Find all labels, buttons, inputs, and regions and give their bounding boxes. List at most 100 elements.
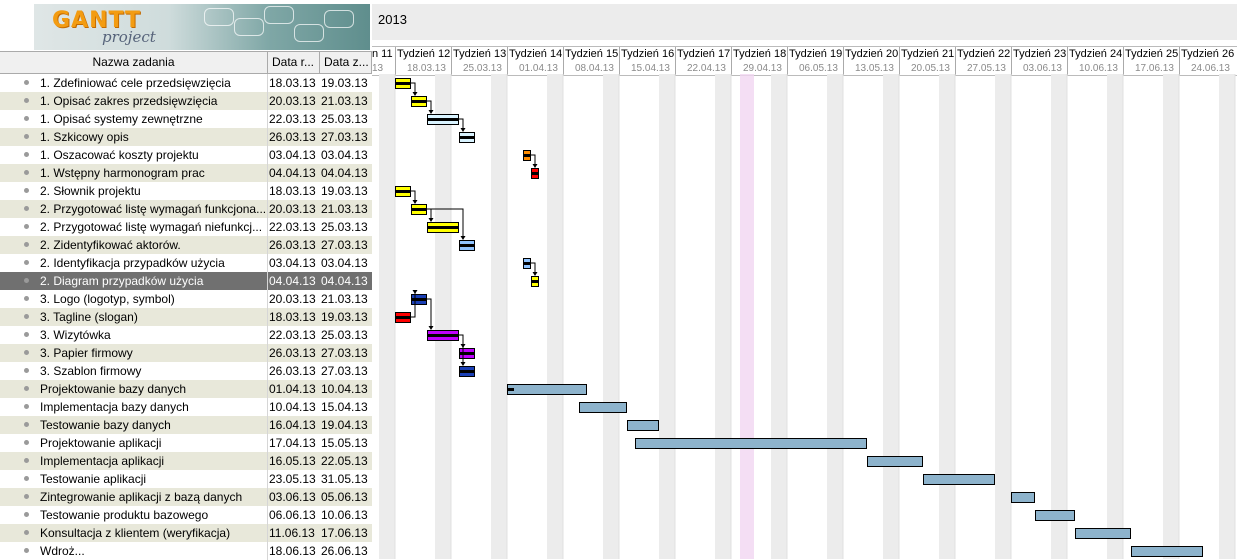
logo-hex-decoration	[294, 24, 324, 42]
task-start-date: 04.04.13	[269, 274, 316, 288]
week-start-date: 13.05.13	[855, 63, 894, 74]
task-row[interactable]: 1. Opisać zakres przedsięwzięcia 20.03.13…	[0, 92, 372, 110]
task-row[interactable]: Testowanie aplikacji 23.05.13 31.05.13	[0, 470, 372, 488]
task-name: 3. Szablon firmowy	[40, 364, 142, 378]
task-name: 3. Logo (logotyp, symbol)	[40, 292, 175, 306]
week-start-date: 27.05.13	[967, 63, 1006, 74]
task-row[interactable]: Testowanie produktu bazowego 06.06.13 10.0…	[0, 506, 372, 524]
task-progress-bar	[524, 154, 530, 157]
dependency-arrowhead	[428, 110, 434, 114]
column-divider	[267, 236, 268, 254]
task-end-date: 10.04.13	[321, 382, 368, 396]
task-bar	[867, 456, 923, 467]
task-row[interactable]: 1. Wstępny harmonogram prac 04.04.13 04.04…	[0, 164, 372, 182]
task-name: 3. Papier firmowy	[40, 346, 133, 360]
week-name: Tydzień 21	[901, 48, 955, 60]
column-header-start-date[interactable]: Data r...	[268, 52, 320, 73]
column-divider	[267, 218, 268, 236]
task-end-date: 21.03.13	[321, 292, 368, 306]
week-column-header: Tydzień 22 27.05.13	[955, 47, 1012, 75]
timeline-year-label: 2013	[378, 12, 407, 27]
week-name: Tydzień 20	[845, 48, 899, 60]
task-name: Projektowanie aplikacji	[40, 436, 162, 450]
task-row[interactable]: 2. Przygotować listę wymagań funkcjona..…	[0, 200, 372, 218]
week-column-header: Tydzień 26 24.06.13	[1179, 47, 1236, 75]
weekend-shade	[379, 74, 395, 559]
task-name: Wdroż...	[40, 544, 85, 558]
logo-hex-decoration	[234, 18, 264, 36]
task-start-date: 11.06.13	[269, 526, 315, 540]
task-row[interactable]: 1. Zdefiniować cele przedsięwzięcia 18.03…	[0, 74, 372, 92]
logo-hex-decoration	[324, 10, 354, 28]
task-row[interactable]: Implementacja bazy danych 10.04.13 15.04.1…	[0, 398, 372, 416]
task-row[interactable]: Zintegrowanie aplikacji z bazą danych 03.…	[0, 488, 372, 506]
task-row[interactable]: 3. Papier firmowy 26.03.13 27.03.13	[0, 344, 372, 362]
task-row[interactable]: Wdroż... 18.06.13 26.06.13	[0, 542, 372, 560]
task-start-date: 26.03.13	[269, 238, 316, 252]
column-divider	[267, 470, 268, 488]
task-bullet-icon	[24, 188, 29, 193]
week-start-date: 03.06.13	[1023, 63, 1062, 74]
task-progress-bar	[428, 334, 458, 337]
task-row[interactable]: 3. Wizytówka 22.03.13 25.03.13	[0, 326, 372, 344]
task-row[interactable]: Konsultacja z klientem (weryfikacja) 11.0…	[0, 524, 372, 542]
task-bullet-icon	[24, 350, 29, 355]
task-row[interactable]: Testowanie bazy danych 16.04.13 19.04.13	[0, 416, 372, 434]
task-row[interactable]: 2. Diagram przypadków użycia 04.04.13 04.0…	[0, 272, 372, 290]
column-header-end-date[interactable]: Data z...	[320, 52, 372, 73]
task-row[interactable]: Projektowanie aplikacji 17.04.13 15.05.13	[0, 434, 372, 452]
week-start-date: 10.06.13	[1079, 63, 1118, 74]
task-name: Implementacja aplikacji	[40, 454, 165, 468]
column-divider	[267, 128, 268, 146]
task-row[interactable]: 3. Szablon firmowy 26.03.13 27.03.13	[0, 362, 372, 380]
dependency-arrowhead	[412, 290, 418, 294]
week-column-header: Tydzień 14 01.04.13	[507, 47, 564, 75]
task-progress-bar	[524, 262, 530, 265]
task-row[interactable]: 3. Logo (logotyp, symbol) 20.03.13 21.03.1…	[0, 290, 372, 308]
task-row[interactable]: 1. Oszacować koszty projektu 03.04.13 03.0…	[0, 146, 372, 164]
week-column-header: Tydzień 17 22.04.13	[675, 47, 732, 75]
week-column-header: Tydzień 23 03.06.13	[1011, 47, 1068, 75]
task-start-date: 20.03.13	[269, 292, 316, 306]
task-row[interactable]: 1. Opisać systemy zewnętrzne 22.03.13 25.0…	[0, 110, 372, 128]
task-start-date: 17.04.13	[269, 436, 316, 450]
weekend-shade	[659, 74, 675, 559]
task-row[interactable]: Projektowanie bazy danych 01.04.13 10.04.1…	[0, 380, 372, 398]
task-end-date: 17.06.13	[321, 526, 368, 540]
weekend-shade	[491, 74, 507, 559]
task-bullet-icon	[24, 98, 29, 103]
weekend-shade	[1107, 74, 1123, 559]
task-start-date: 26.03.13	[269, 364, 316, 378]
task-bullet-icon	[24, 152, 29, 157]
task-row[interactable]: 2. Słownik projektu 18.03.13 19.03.13	[0, 182, 372, 200]
week-name: Tydzień 17	[677, 48, 731, 60]
task-row[interactable]: 3. Tagline (slogan) 18.03.13 19.03.13	[0, 308, 372, 326]
task-row[interactable]: 2. Identyfikacja przypadków użycia 03.04.…	[0, 254, 372, 272]
column-divider	[267, 272, 268, 290]
task-bullet-icon	[24, 242, 29, 247]
dependency-arrow	[411, 190, 416, 203]
dependency-arrow	[427, 208, 464, 239]
task-name: 1. Wstępny harmonogram prac	[40, 166, 205, 180]
task-start-date: 16.04.13	[269, 418, 316, 432]
weekend-shade	[939, 74, 955, 559]
weekend-shade	[547, 74, 563, 559]
timeline-week-header: n 11 13 Tydzień 12 18.03.13 Tydzień 13 25.03.…	[372, 46, 1237, 76]
task-row[interactable]: 2. Zidentyfikować aktorów. 26.03.13 27.03.…	[0, 236, 372, 254]
task-row[interactable]: 2. Przygotować listę wymagań niefunkcj..…	[0, 218, 372, 236]
week-start-date: 13	[372, 63, 384, 74]
gantt-chart-canvas[interactable]	[372, 74, 1237, 559]
week-start-date: 08.04.13	[575, 63, 614, 74]
task-name: 3. Tagline (slogan)	[40, 310, 138, 324]
week-start-date: 06.05.13	[799, 63, 838, 74]
task-row[interactable]: 1. Szkicowy opis 26.03.13 27.03.13	[0, 128, 372, 146]
task-end-date: 05.06.13	[321, 490, 368, 504]
gantt-chart-area[interactable]	[372, 74, 1237, 559]
column-header-name[interactable]: Nazwa zadania	[0, 52, 268, 73]
task-bar	[579, 402, 627, 413]
task-row[interactable]: Implementacja aplikacji 16.05.13 22.05.13	[0, 452, 372, 470]
task-end-date: 27.03.13	[321, 346, 368, 360]
task-bar	[507, 384, 587, 395]
task-start-date: 20.03.13	[269, 202, 316, 216]
task-progress-bar	[532, 280, 538, 283]
